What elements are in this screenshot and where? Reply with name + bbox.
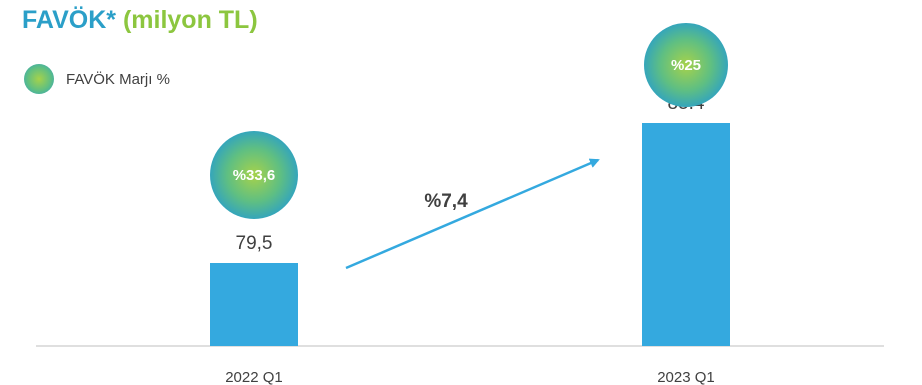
legend-label: FAVÖK Marjı % [66,70,170,88]
title-main: FAVÖK* [22,6,116,34]
bar-2023: 85.4 %25 2023 Q1 [642,23,730,385]
margin-label: %25 [671,57,701,74]
growth-arrow [345,158,600,270]
margin-label: %33,6 [233,167,276,184]
bar-rect [210,263,298,346]
chart-title: FAVÖK* (milyon TL) [22,2,258,38]
growth-label: %7,4 [424,191,468,212]
bar-2022: 79,5 %33,6 2022 Q1 [210,131,298,385]
legend: FAVÖK Marjı % [24,64,170,94]
margin-bubble [644,23,728,107]
category-label: 2023 Q1 [657,369,715,385]
category-label: 2022 Q1 [225,369,283,385]
legend-marker-icon [24,64,54,94]
value-label: 79,5 [236,233,273,254]
title-unit: (milyon TL) [122,6,258,34]
bar-rect [642,123,730,346]
margin-bubble [210,131,298,219]
